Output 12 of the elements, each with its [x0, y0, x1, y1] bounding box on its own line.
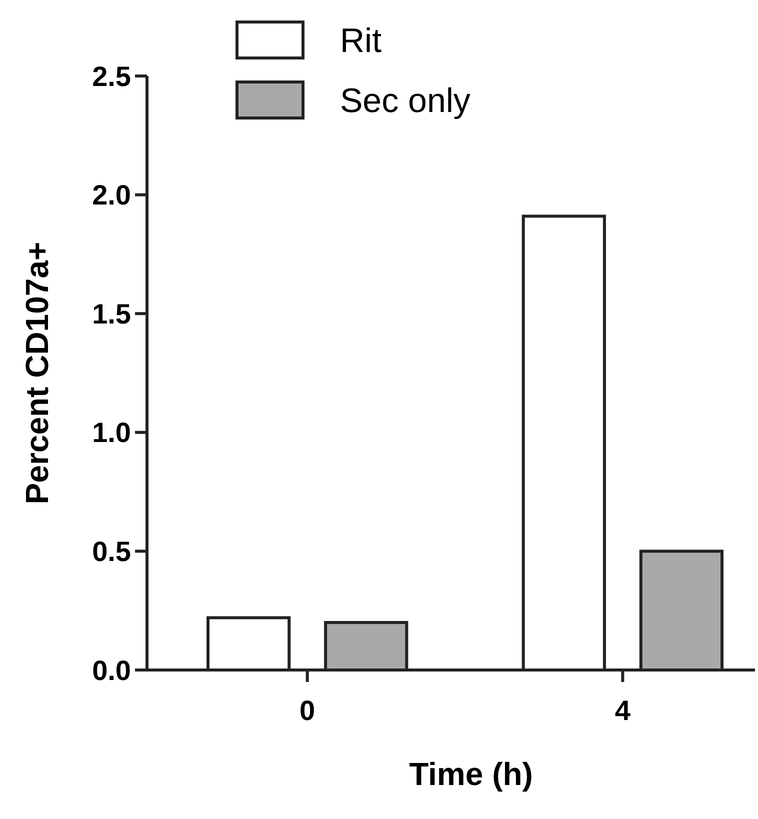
x-tick-label: 0: [300, 695, 316, 726]
legend-label: Rit: [340, 22, 382, 60]
y-tick-label: 0.0: [92, 654, 131, 686]
x-tick-label: 4: [614, 695, 631, 726]
legend-label: Sec only: [340, 82, 470, 120]
x-axis-title: Time (h): [409, 756, 533, 792]
y-tick-label: 1.0: [92, 417, 131, 448]
y-tick-label: 1.5: [92, 298, 131, 330]
y-tick-label: 0.5: [92, 536, 131, 567]
y-axis-title: Percent CD107a+: [19, 242, 55, 504]
y-tick-label: 2.0: [92, 180, 131, 211]
y-tick-label: 2.5: [92, 60, 131, 92]
